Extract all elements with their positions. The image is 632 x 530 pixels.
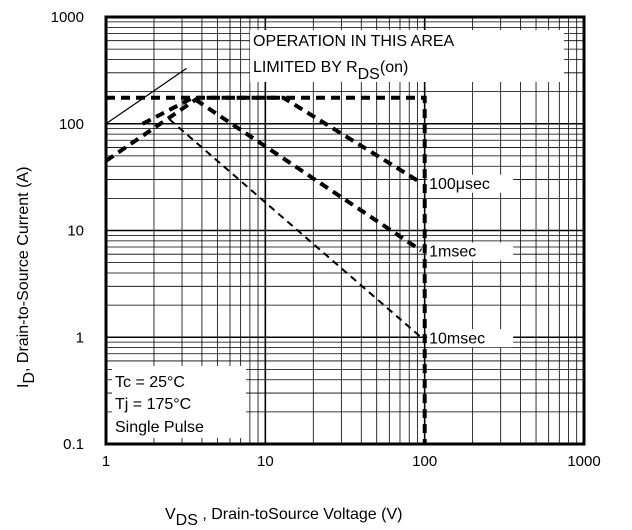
annotation-line-2: LIMITED BY RDS(on) — [253, 59, 408, 83]
annotation-line-1: OPERATION IN THIS AREA — [253, 33, 455, 50]
x-axis-label-subscript: DS — [176, 512, 198, 529]
annotation-box — [250, 30, 564, 82]
series-line-0 — [105, 67, 187, 125]
x-tick-label: 10 — [257, 453, 274, 470]
y-tick-label: 100 — [59, 116, 84, 133]
x-tick-label: 100 — [412, 453, 437, 470]
condition-pulse: Single Pulse — [115, 419, 204, 436]
plot-frame — [104, 15, 586, 446]
tick-labels: 1 10 100 1000 0.1 1 10 100 1000 — [51, 9, 601, 470]
series-layer — [104, 67, 427, 444]
rds-on-annotation: OPERATION IN THIS AREA LIMITED BY RDS(on… — [250, 30, 564, 83]
series-label-bg — [427, 329, 514, 348]
y-tick-label: 10 — [67, 223, 84, 240]
y-tick-label: 1 — [76, 329, 84, 346]
y-axis-label-subscript: D — [21, 372, 38, 384]
conditions-bg — [112, 366, 246, 438]
series-line-4 — [168, 118, 422, 339]
series-labels: 100μsec 1msec 10msec — [427, 174, 514, 348]
series-label-bg — [427, 242, 514, 261]
series-line-3 — [141, 95, 423, 253]
condition-tj: Tj = 175°C — [115, 396, 191, 413]
y-tick-label: 0.1 — [63, 436, 84, 453]
y-axis-label: ID, Drain-to-Source Current (A) — [15, 167, 38, 388]
series-line-2 — [104, 95, 423, 185]
series-label-3: 1msec — [429, 243, 476, 260]
series-label-2: 100μsec — [429, 176, 490, 193]
condition-tc: Tc = 25°C — [115, 374, 185, 391]
series-label-bg — [427, 174, 514, 193]
y-tick-label: 1000 — [51, 9, 84, 26]
x-tick-label: 1000 — [567, 453, 600, 470]
x-tick-label: 1 — [102, 453, 110, 470]
series-label-4: 10msec — [429, 330, 485, 347]
x-axis-label: VDS , Drain-toSource Voltage (V) — [165, 506, 402, 529]
conditions-box: Tc = 25°C Tj = 175°C Single Pulse — [112, 366, 246, 438]
annotation-subscript: DS — [358, 66, 380, 83]
